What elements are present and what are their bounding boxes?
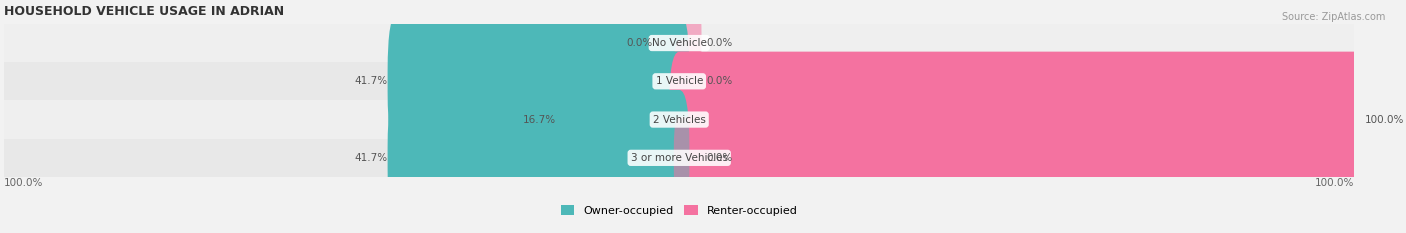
Text: 2 Vehicles: 2 Vehicles xyxy=(652,115,706,125)
Text: 0.0%: 0.0% xyxy=(706,38,733,48)
FancyBboxPatch shape xyxy=(673,117,702,199)
FancyBboxPatch shape xyxy=(657,2,685,84)
Text: No Vehicle: No Vehicle xyxy=(652,38,707,48)
Text: 16.7%: 16.7% xyxy=(523,115,557,125)
Text: 3 or more Vehicles: 3 or more Vehicles xyxy=(631,153,728,163)
Text: 100.0%: 100.0% xyxy=(1364,115,1403,125)
Text: 100.0%: 100.0% xyxy=(4,178,44,188)
Text: HOUSEHOLD VEHICLE USAGE IN ADRIAN: HOUSEHOLD VEHICLE USAGE IN ADRIAN xyxy=(4,5,284,18)
FancyBboxPatch shape xyxy=(388,13,689,149)
FancyBboxPatch shape xyxy=(557,52,689,188)
Text: 41.7%: 41.7% xyxy=(354,76,388,86)
FancyBboxPatch shape xyxy=(673,40,702,123)
Text: 0.0%: 0.0% xyxy=(626,38,652,48)
FancyBboxPatch shape xyxy=(669,52,1364,188)
Text: 0.0%: 0.0% xyxy=(706,153,733,163)
Bar xyxy=(4,139,1354,177)
Text: 1 Vehicle: 1 Vehicle xyxy=(655,76,703,86)
Bar xyxy=(4,100,1354,139)
FancyBboxPatch shape xyxy=(388,90,689,226)
Legend: Owner-occupied, Renter-occupied: Owner-occupied, Renter-occupied xyxy=(557,201,801,220)
Text: 0.0%: 0.0% xyxy=(706,76,733,86)
FancyBboxPatch shape xyxy=(673,2,702,84)
Text: Source: ZipAtlas.com: Source: ZipAtlas.com xyxy=(1281,12,1385,22)
Bar xyxy=(4,62,1354,100)
Text: 41.7%: 41.7% xyxy=(354,153,388,163)
Text: 100.0%: 100.0% xyxy=(1315,178,1354,188)
Bar xyxy=(4,24,1354,62)
